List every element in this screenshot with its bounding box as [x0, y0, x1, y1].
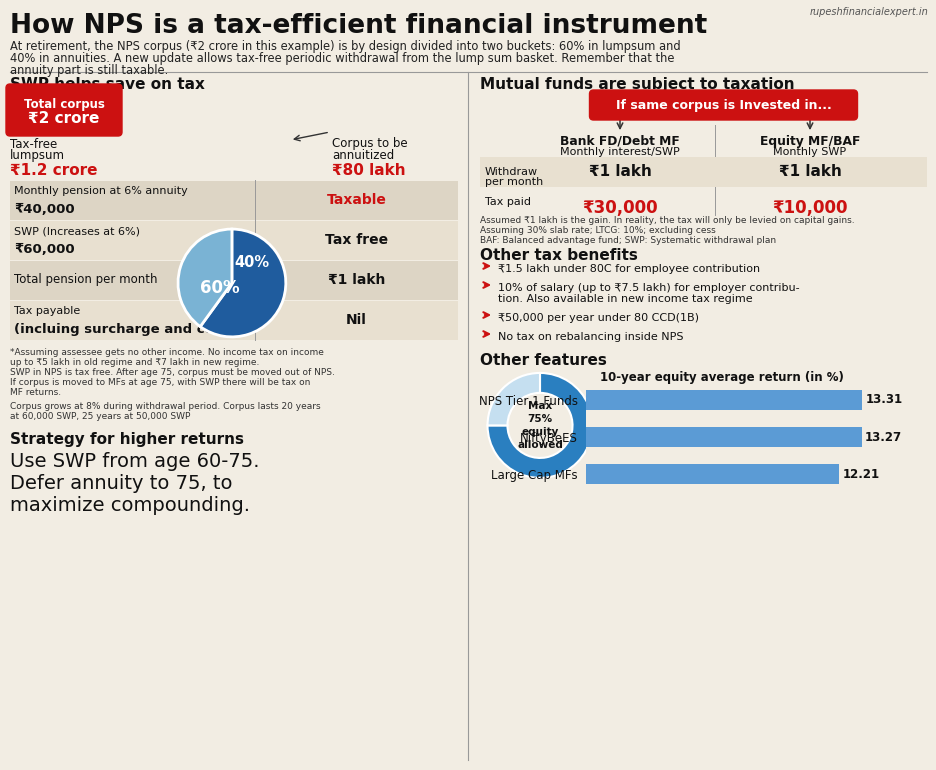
Text: Tax-free: Tax-free: [10, 138, 57, 151]
Text: Assuming 30% slab rate; LTCG: 10%; excluding cess: Assuming 30% slab rate; LTCG: 10%; exclu…: [479, 226, 715, 235]
FancyBboxPatch shape: [10, 261, 458, 300]
Text: Total pension per month: Total pension per month: [14, 273, 157, 286]
Wedge shape: [200, 229, 285, 336]
Text: lumpsum: lumpsum: [10, 149, 65, 162]
Text: ₹2 crore: ₹2 crore: [28, 111, 99, 126]
Text: If same corpus is Invested in...: If same corpus is Invested in...: [615, 99, 830, 112]
Text: Tax paid: Tax paid: [485, 197, 531, 207]
Text: Bank FD/Debt MF: Bank FD/Debt MF: [560, 135, 680, 148]
FancyBboxPatch shape: [6, 84, 122, 136]
Wedge shape: [487, 373, 592, 478]
Text: Equity MF/BAF: Equity MF/BAF: [759, 135, 859, 148]
Text: Tax payable: Tax payable: [14, 306, 80, 316]
Text: ₹50,000 per year under 80 CCD(1B): ₹50,000 per year under 80 CCD(1B): [497, 313, 698, 323]
FancyBboxPatch shape: [479, 157, 926, 187]
Text: Assumed ₹1 lakh is the gain. In reality, the tax will only be levied on capital : Assumed ₹1 lakh is the gain. In reality,…: [479, 216, 854, 225]
Text: rupeshfinancialexpert.in: rupeshfinancialexpert.in: [809, 7, 927, 17]
Text: SWP in NPS is tax free. After age 75, corpus must be moved out of NPS.: SWP in NPS is tax free. After age 75, co…: [10, 368, 334, 377]
Text: If corpus is moved to MFs at age 75, with SWP there will be tax on: If corpus is moved to MFs at age 75, wit…: [10, 378, 310, 387]
Text: annuity part is still taxable.: annuity part is still taxable.: [10, 64, 168, 77]
Text: ₹1.5 lakh under 80C for employee contribution: ₹1.5 lakh under 80C for employee contrib…: [497, 264, 759, 274]
Text: 10-year equity average return (in %): 10-year equity average return (in %): [599, 371, 843, 384]
Text: up to ₹5 lakh in old regime and ₹7 lakh in new regime.: up to ₹5 lakh in old regime and ₹7 lakh …: [10, 358, 259, 367]
Text: Monthly interest/SWP: Monthly interest/SWP: [560, 147, 680, 157]
Wedge shape: [487, 373, 539, 425]
Text: ₹30,000: ₹30,000: [581, 199, 657, 217]
Bar: [585, 464, 839, 484]
Text: Withdraw: Withdraw: [485, 167, 537, 177]
FancyBboxPatch shape: [10, 181, 458, 220]
Text: *Assuming assessee gets no other income. No income tax on income: *Assuming assessee gets no other income.…: [10, 348, 324, 357]
Text: 40% in annuities. A new update allows tax-free periodic withdrawal from the lump: 40% in annuities. A new update allows ta…: [10, 52, 674, 65]
Text: maximize compounding.: maximize compounding.: [10, 496, 250, 515]
Bar: [585, 427, 860, 447]
FancyBboxPatch shape: [10, 301, 458, 340]
FancyBboxPatch shape: [10, 221, 458, 260]
Text: annuitized: annuitized: [331, 149, 394, 162]
Text: Other features: Other features: [479, 353, 607, 368]
Text: How NPS is a tax-efficient financial instrument: How NPS is a tax-efficient financial ins…: [10, 13, 707, 39]
Text: Total corpus: Total corpus: [23, 98, 104, 111]
Text: MF returns.: MF returns.: [10, 388, 61, 397]
Text: ₹80 lakh: ₹80 lakh: [331, 163, 405, 178]
Text: 10% of salary (up to ₹7.5 lakh) for employer contribu-: 10% of salary (up to ₹7.5 lakh) for empl…: [497, 283, 798, 293]
Text: 13.27: 13.27: [864, 430, 900, 444]
Text: Monthly pension at 6% annuity: Monthly pension at 6% annuity: [14, 186, 187, 196]
Wedge shape: [178, 229, 232, 326]
Text: tion. Also available in new income tax regime: tion. Also available in new income tax r…: [497, 294, 752, 304]
Text: ₹1 lakh: ₹1 lakh: [778, 165, 841, 179]
Text: Mutual funds are subject to taxation: Mutual funds are subject to taxation: [479, 77, 794, 92]
Text: 60%: 60%: [200, 280, 240, 297]
Bar: [585, 390, 861, 410]
Text: No tax on rebalancing inside NPS: No tax on rebalancing inside NPS: [497, 332, 682, 342]
Text: Nil: Nil: [345, 313, 367, 327]
Text: 12.21: 12.21: [841, 467, 879, 480]
FancyBboxPatch shape: [589, 90, 856, 120]
Text: At retirement, the NPS corpus (₹2 crore in this example) is by design divided in: At retirement, the NPS corpus (₹2 crore …: [10, 40, 680, 53]
Text: SWP (Increases at 6%): SWP (Increases at 6%): [14, 226, 139, 236]
Text: at 60,000 SWP, 25 years at 50,000 SWP: at 60,000 SWP, 25 years at 50,000 SWP: [10, 412, 190, 421]
Text: Strategy for higher returns: Strategy for higher returns: [10, 432, 243, 447]
Text: Max
75%
equity
allowed: Max 75% equity allowed: [517, 400, 563, 450]
Text: Taxable: Taxable: [327, 193, 386, 207]
Text: ₹1.2 crore: ₹1.2 crore: [10, 163, 97, 178]
Text: SWP helps save on tax: SWP helps save on tax: [10, 77, 205, 92]
Text: ₹10,000: ₹10,000: [771, 199, 847, 217]
Text: Corpus to be: Corpus to be: [331, 137, 407, 150]
Text: 13.31: 13.31: [865, 393, 901, 407]
Text: ₹60,000: ₹60,000: [14, 243, 75, 256]
Text: Defer annuity to 75, to: Defer annuity to 75, to: [10, 474, 232, 493]
Text: Monthly SWP: Monthly SWP: [772, 147, 845, 157]
Text: (incluing surcharge and cess)*: (incluing surcharge and cess)*: [14, 323, 242, 336]
Text: Other tax benefits: Other tax benefits: [479, 248, 637, 263]
Text: Use SWP from age 60-75.: Use SWP from age 60-75.: [10, 452, 259, 471]
Text: BAF: Balanced advantage fund; SWP: Systematic withdrawal plan: BAF: Balanced advantage fund; SWP: Syste…: [479, 236, 775, 245]
Text: per month: per month: [485, 177, 543, 187]
Text: ₹40,000: ₹40,000: [14, 203, 75, 216]
Text: 40%: 40%: [235, 255, 270, 270]
Text: Tax free: Tax free: [325, 233, 388, 247]
Text: Corpus grows at 8% during withdrawal period. Corpus lasts 20 years: Corpus grows at 8% during withdrawal per…: [10, 402, 320, 411]
Text: ₹1 lakh: ₹1 lakh: [588, 165, 651, 179]
Text: ₹1 lakh: ₹1 lakh: [328, 273, 385, 287]
